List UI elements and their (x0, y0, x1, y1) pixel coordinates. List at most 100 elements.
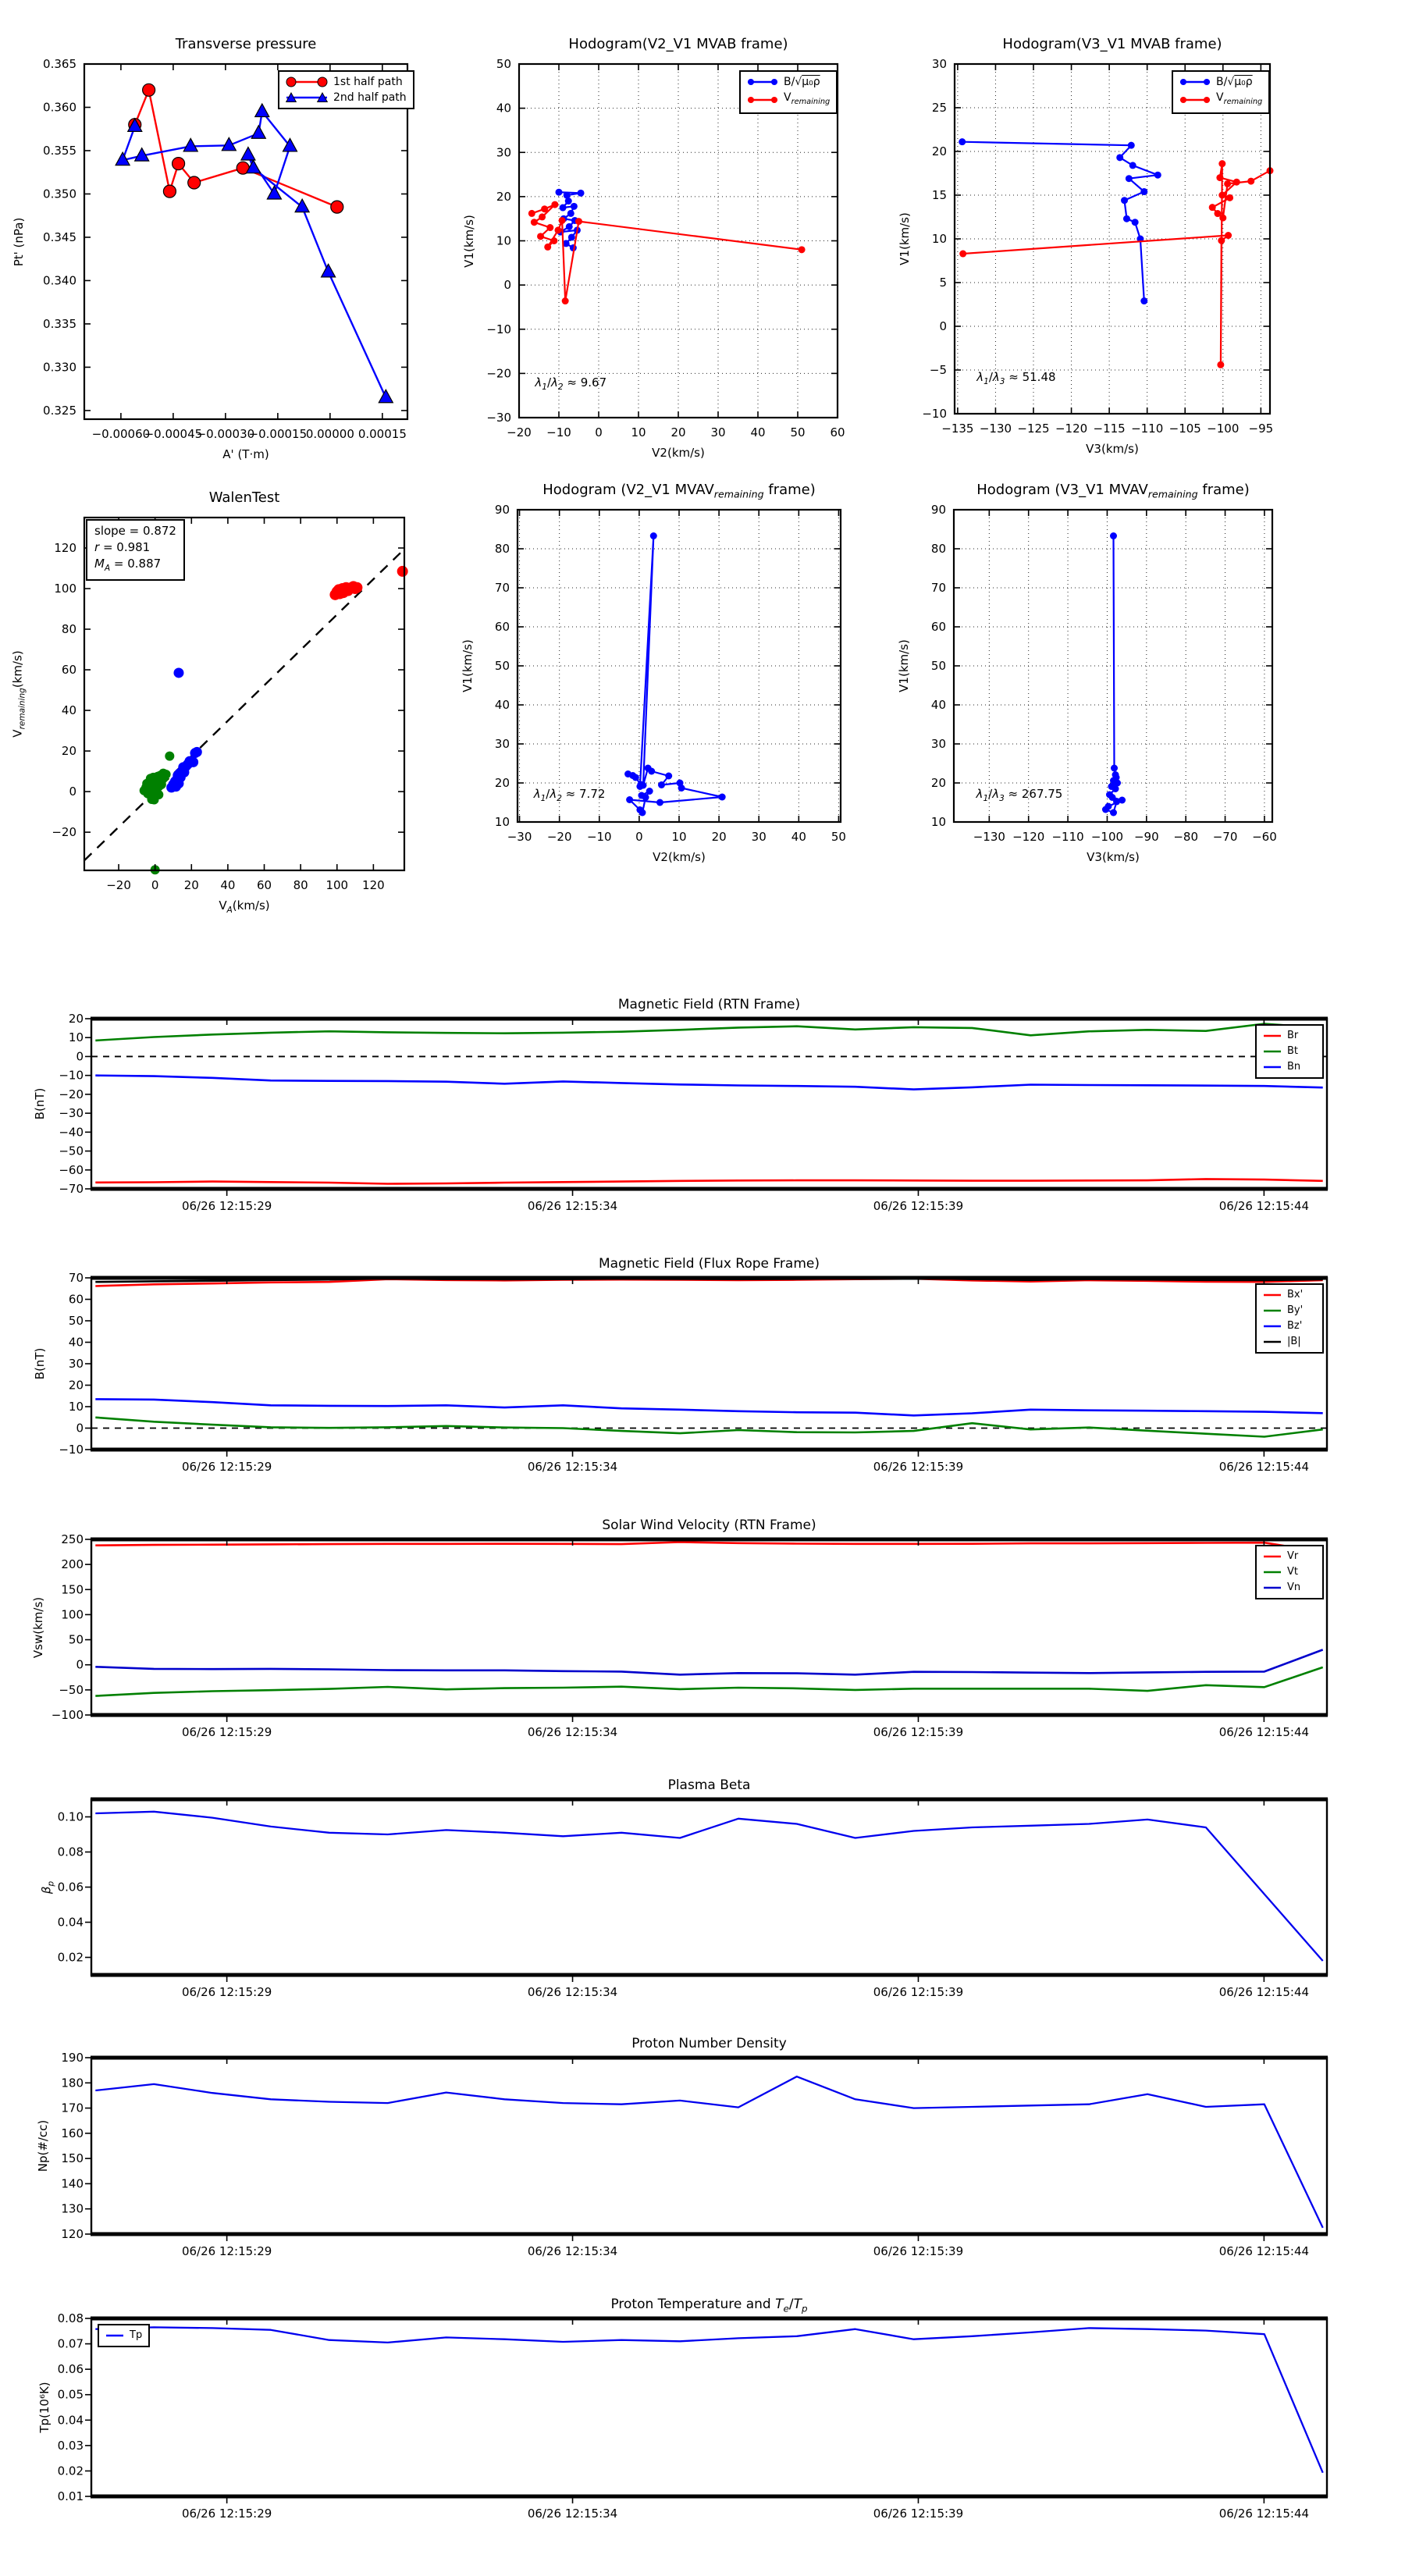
x-tick-label: 06/26 12:15:44 (1219, 2244, 1309, 2258)
y-tick-label: −60 (59, 1163, 84, 1177)
x-tick-label: −70 (1213, 830, 1238, 844)
title-beta: Plasma Beta (667, 1777, 751, 1793)
marker-dot (1217, 361, 1225, 368)
stats-box-walen: slope = 0.872 r = 0.981 MA = 0.887 (86, 519, 185, 581)
y-tick-label: 30 (932, 57, 947, 71)
y-axis: −10 −5 0 5 10 15 20 25 30 (922, 57, 1270, 421)
marker-dot (1247, 177, 1255, 185)
y-tick-label: 50 (496, 57, 511, 71)
annotation-hod2mvav: λ1/λ2 ≈ 7.72 (533, 787, 606, 803)
y-tick-label: −50 (59, 1683, 84, 1697)
y-tick-label: 0.06 (58, 1880, 84, 1895)
y-tick-label: 10 (931, 815, 946, 829)
y-tick-label: 0.08 (58, 2311, 84, 2325)
marker-triangle (133, 147, 150, 162)
series-proton-density (95, 2076, 1324, 2229)
series-line-v-hodogram (628, 535, 724, 814)
marker-circle (330, 200, 344, 214)
marker-dot (1226, 194, 1234, 201)
y-tick-label: 150 (61, 1582, 84, 1596)
y-tick-label: 130 (61, 2202, 84, 2216)
series-Bt (95, 1023, 1323, 1042)
y-tick-label: 0 (939, 319, 947, 333)
y-tick-label: 30 (495, 737, 510, 751)
y-tick-label: 120 (61, 2227, 84, 2241)
legend-swatch (1264, 1050, 1281, 1053)
x-tick-label: −0.00015 (249, 427, 308, 441)
x-axis: −20 −10 0 10 20 30 40 50 60 (507, 64, 845, 439)
legend-label: |B| (1287, 1336, 1301, 1347)
ylabel-beta: βp (39, 1880, 56, 1894)
legend-swatch (1264, 1555, 1281, 1558)
axes-frame (83, 516, 406, 872)
chart-vsw: 06/26 12:15:29 06/26 12:15:34 06/26 12:15:… (52, 1532, 1329, 1739)
marker-triangle (378, 389, 394, 404)
marker-dot (648, 767, 656, 775)
y-tick-label: 0 (76, 1658, 84, 1672)
ylabel-hod3mvab: V1(km/s) (898, 212, 912, 265)
marker-dot (165, 751, 175, 761)
y-tick-label: 0 (76, 1421, 84, 1436)
legend-swatch (1264, 1325, 1281, 1328)
annotation-hod3mvab: λ1/λ3 ≈ 51.48 (976, 370, 1056, 387)
stats-line: slope = 0.872 (94, 524, 176, 538)
marker-dot (147, 794, 157, 804)
marker-circle (162, 184, 177, 198)
x-tick-label: −30 (507, 830, 532, 844)
title-hod2mvav: Hodogram (V2_V1 MVAVremaining frame) (542, 482, 816, 500)
x-tick-label: 06/26 12:15:29 (182, 2507, 272, 2521)
legend-swatch (1264, 1571, 1281, 1574)
marker-dot (1114, 779, 1122, 787)
y-tick-label: −40 (59, 1125, 84, 1139)
marker-dot (1108, 794, 1116, 801)
y-tick-label: 0.360 (43, 100, 76, 114)
x-tick-label: 120 (362, 878, 385, 892)
x-tick-label: −20 (106, 878, 131, 892)
y-tick-label: 100 (61, 1607, 84, 1621)
x-tick-label: 0.00000 (306, 427, 354, 441)
x-tick-label: 06/26 12:15:39 (873, 1985, 963, 1999)
marker-dot (639, 781, 647, 789)
legend-label: Tp (130, 2329, 143, 2341)
legend-entry-bx: Bx' (1263, 1289, 1316, 1301)
series-cluster-green (139, 751, 175, 875)
legend-label: Bz' (1287, 1320, 1303, 1332)
title-pt: Transverse pressure (175, 36, 317, 52)
legend-swatch (1180, 96, 1210, 103)
y-tick-label: 20 (69, 1379, 84, 1393)
series-line-Vn (95, 1649, 1324, 1676)
marker-dot (1140, 297, 1148, 305)
marker-dot (191, 746, 202, 757)
marker-dot (563, 191, 571, 199)
legend-brtn: Br Bt Bn (1255, 1024, 1324, 1079)
y-tick-label: 90 (495, 503, 510, 517)
y-tick-label: 180 (61, 2076, 84, 2090)
series-Bz-prime (95, 1398, 1323, 1417)
marker-dot (567, 209, 574, 217)
y-axis: −100 −50 0 50 100 150 200 250 (52, 1532, 91, 1722)
legend-entry-br: Br (1263, 1030, 1316, 1042)
chart-hod2mvav: −30 −20 −10 0 10 20 30 40 50 10 20 30 40 50 60 70 80 90 (495, 503, 846, 844)
x-tick-label: −115 (1094, 422, 1126, 436)
marker-dot (1112, 785, 1119, 792)
ylabel-hod2mvav: V1(km/s) (461, 639, 475, 692)
marker-dot (528, 209, 535, 217)
x-tick-label: −120 (1055, 422, 1087, 436)
x-tick-label: 60 (830, 425, 845, 439)
marker-dot (1111, 764, 1119, 772)
x-tick-label: 06/26 12:15:39 (873, 2507, 963, 2521)
marker-circle (142, 83, 156, 97)
marker-dot (575, 218, 582, 226)
marker-dot (1110, 532, 1118, 539)
ylabel-vsw: Vsw(km/s) (31, 1596, 45, 1658)
x-tick-label: −60 (1252, 830, 1277, 844)
x-axis: 06/26 12:15:29 06/26 12:15:34 06/26 12:15:… (182, 1539, 1309, 1739)
x-tick-label: 06/26 12:15:29 (182, 1199, 272, 1213)
legend-pt: 1st half path 2nd half path (278, 70, 414, 109)
y-tick-label: 70 (69, 1271, 84, 1285)
marker-dot (567, 233, 575, 241)
y-tick-label: 0.04 (58, 2413, 84, 2427)
title-hod3mvav: Hodogram (V3_V1 MVAVremaining frame) (976, 482, 1250, 500)
x-axis: −130 −120 −110 −100 −90 −80 −70 −60 (973, 510, 1277, 844)
